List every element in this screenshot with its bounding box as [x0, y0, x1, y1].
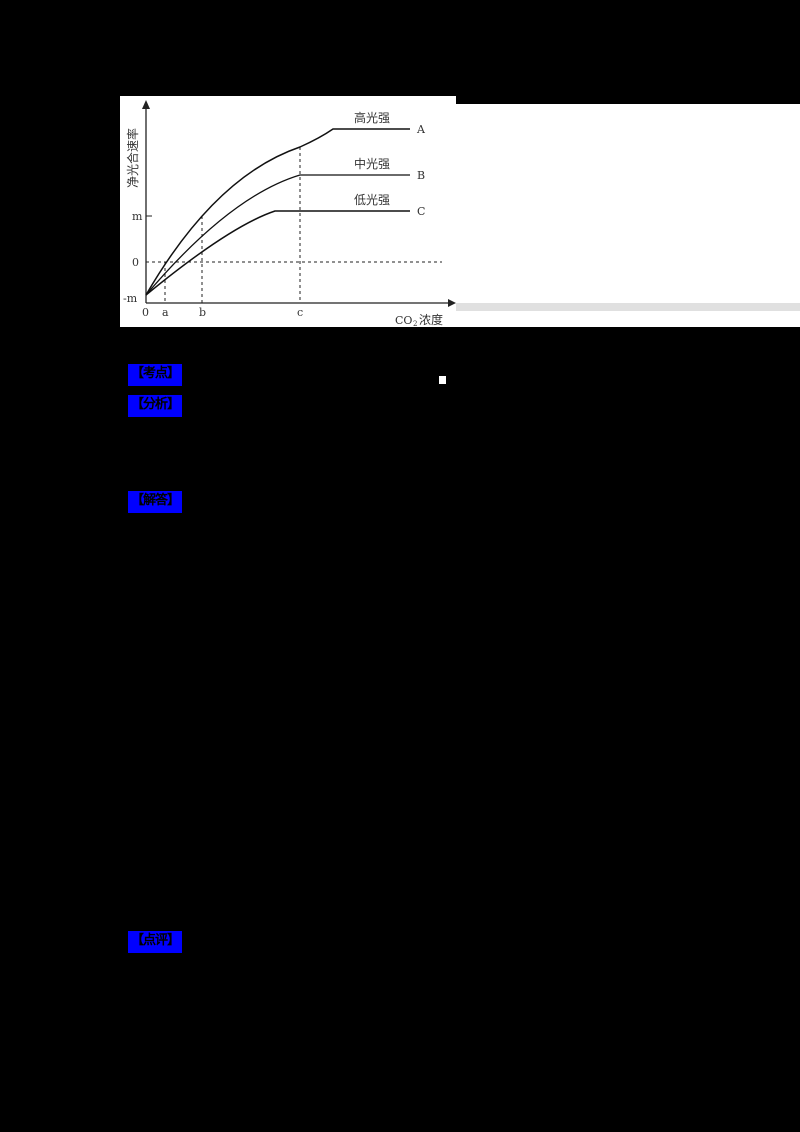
section-label-key-point: 【考点】	[128, 364, 182, 386]
series-end-c: C	[417, 205, 425, 218]
curve-high-light	[145, 128, 410, 296]
y-tick-label-m: m	[132, 210, 143, 223]
section-label-comment: 【点评】	[128, 931, 182, 953]
x-axis-label-rest: 浓度	[419, 312, 443, 327]
curve-low-light	[145, 210, 410, 296]
series-label-mid: 中光强	[354, 156, 390, 171]
blank-panel	[456, 104, 800, 327]
chart-svg: 净光合速率 m 0 -m 0 a b c CO 2 浓度 高光强 中光强 低光强…	[123, 100, 456, 327]
y-axis-label: 净光合速率	[125, 128, 140, 188]
y-tick-label-neg-m: -m	[123, 292, 138, 305]
series-end-b: B	[417, 169, 425, 182]
y-axis-arrow-icon	[142, 100, 150, 109]
x-axis-label-co: CO	[395, 314, 412, 327]
series-label-high: 高光强	[354, 110, 390, 125]
series-label-low: 低光强	[354, 193, 390, 207]
white-marker	[439, 376, 446, 384]
section-label-analysis: 【分析】	[128, 395, 182, 417]
curve-mid-light	[145, 174, 410, 296]
series-end-a: A	[416, 123, 426, 136]
x-tick-label-zero: 0	[142, 306, 149, 319]
photosynthesis-chart: 净光合速率 m 0 -m 0 a b c CO 2 浓度 高光强 中光强 低光强…	[120, 96, 456, 327]
x-axis-label-sub: 2	[413, 320, 417, 327]
x-axis-arrow-icon	[448, 299, 456, 307]
x-tick-label-a: a	[162, 306, 169, 319]
x-tick-label-b: b	[199, 306, 206, 319]
x-tick-label-c: c	[297, 306, 303, 319]
gray-strip	[456, 303, 800, 311]
y-tick-label-zero: 0	[132, 256, 139, 269]
section-label-answer: 【解答】	[128, 491, 182, 513]
